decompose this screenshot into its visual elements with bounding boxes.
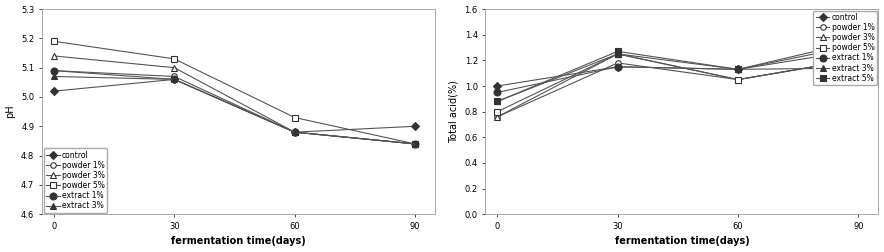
powder 1%	[492, 115, 503, 118]
powder 1%	[409, 142, 420, 145]
extract 3%	[492, 100, 503, 103]
control	[492, 84, 503, 87]
Line: extract 3%: extract 3%	[50, 73, 418, 147]
powder 1%	[289, 131, 300, 134]
Line: powder 3%: powder 3%	[51, 53, 418, 147]
powder 5%	[409, 142, 420, 145]
control	[733, 68, 743, 71]
extract 5%	[853, 40, 864, 43]
powder 5%	[289, 116, 300, 119]
extract 5%	[733, 68, 743, 71]
extract 1%	[733, 68, 743, 71]
Line: extract 5%: extract 5%	[494, 38, 862, 105]
extract 3%	[169, 78, 179, 81]
Y-axis label: Total acid(%): Total acid(%)	[449, 80, 459, 143]
control	[169, 78, 179, 81]
extract 1%	[853, 49, 864, 52]
extract 1%	[492, 91, 503, 94]
powder 5%	[169, 57, 179, 60]
extract 1%	[49, 69, 59, 72]
extract 3%	[289, 131, 300, 134]
control	[853, 67, 864, 70]
control	[289, 131, 300, 134]
Line: powder 5%: powder 5%	[495, 51, 861, 114]
extract 3%	[853, 43, 864, 46]
powder 1%	[733, 78, 743, 81]
extract 1%	[613, 65, 623, 68]
extract 3%	[409, 142, 420, 145]
extract 1%	[409, 142, 420, 145]
Legend: control, powder 1%, powder 3%, powder 5%, extract 1%, extract 3%: control, powder 1%, powder 3%, powder 5%…	[43, 148, 107, 213]
extract 3%	[733, 68, 743, 71]
Y-axis label: pH: pH	[5, 105, 16, 118]
powder 5%	[492, 110, 503, 113]
Line: powder 3%: powder 3%	[495, 51, 861, 119]
Line: powder 5%: powder 5%	[51, 39, 418, 147]
powder 5%	[49, 40, 59, 43]
X-axis label: fermentation time(days): fermentation time(days)	[614, 236, 750, 246]
control	[49, 90, 59, 93]
powder 3%	[49, 54, 59, 57]
extract 5%	[492, 100, 503, 103]
control	[409, 125, 420, 128]
Line: extract 1%: extract 1%	[494, 47, 862, 96]
powder 3%	[492, 115, 503, 118]
powder 5%	[613, 52, 623, 55]
Line: extract 1%: extract 1%	[50, 67, 418, 147]
extract 1%	[289, 131, 300, 134]
Line: control: control	[495, 64, 861, 89]
extract 3%	[49, 75, 59, 78]
powder 3%	[733, 78, 743, 81]
Line: extract 3%: extract 3%	[494, 42, 862, 105]
powder 1%	[169, 75, 179, 78]
X-axis label: fermentation time(days): fermentation time(days)	[171, 236, 306, 246]
powder 3%	[409, 142, 420, 145]
extract 1%	[169, 78, 179, 81]
powder 1%	[853, 57, 864, 60]
extract 3%	[613, 52, 623, 55]
extract 5%	[613, 50, 623, 53]
Line: powder 1%: powder 1%	[51, 68, 418, 147]
powder 5%	[733, 78, 743, 81]
Line: control: control	[51, 77, 418, 135]
powder 1%	[613, 61, 623, 65]
powder 3%	[289, 131, 300, 134]
powder 5%	[853, 57, 864, 60]
powder 3%	[613, 52, 623, 55]
Legend: control, powder 1%, powder 3%, powder 5%, extract 1%, extract 3%, extract 5%: control, powder 1%, powder 3%, powder 5%…	[813, 11, 877, 85]
powder 3%	[853, 57, 864, 60]
powder 1%	[49, 69, 59, 72]
control	[613, 65, 623, 68]
powder 3%	[169, 66, 179, 69]
Line: powder 1%: powder 1%	[495, 56, 861, 119]
